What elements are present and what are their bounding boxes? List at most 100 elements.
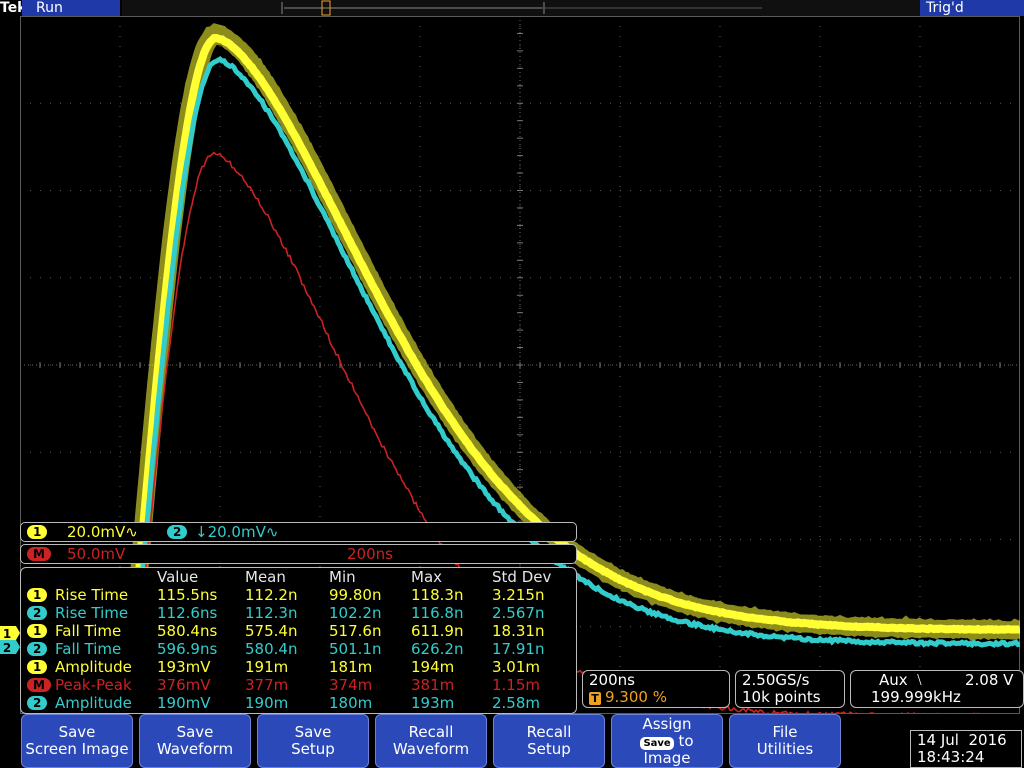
date-time-display: 14 Jul 2016 18:43:24 [910,730,1022,768]
save-screen-image-button[interactable]: Save Screen Image [21,714,133,768]
trigger-status-label: Trig'd [926,0,964,16]
measurement-min: 99.80n [329,586,381,604]
measurement-source-chip: 1 [27,624,47,638]
measurement-name: Amplitude [55,694,132,712]
file-utilities-line2: Utilities [757,741,813,758]
assign-line2: Save to [640,733,693,750]
measurement-max: 116.8n [411,604,463,622]
measurement-name: Fall Time [55,622,121,640]
ch2-scale[interactable]: ↓20.0mV∿ [195,523,278,541]
measurement-mean: 191m [245,658,288,676]
trigger-frequency: 199.999kHz [871,689,961,706]
ch1-ground-label: 1 [3,627,11,641]
measurement-max: 381m [411,676,454,694]
recall-setup-button[interactable]: Recall Setup [493,714,605,768]
assign-to-label: to [678,732,693,750]
measurement-source-chip: 2 [27,642,47,656]
measurement-max: 193m [411,694,454,712]
run-status-label: Run [36,0,63,16]
channel-scale-bar[interactable]: 1 20.0mV∿ 2 ↓20.0mV∿ [20,522,577,542]
trigger-level: 2.08 V [965,672,1013,689]
record-view-graphic [122,0,920,16]
measurement-std-dev: 3.215n [492,586,544,604]
trigger-position-value: 9.300 % [605,689,667,706]
date: 14 Jul 2016 [917,732,1007,749]
channel-ground-markers[interactable]: 1 2 [0,626,20,656]
trigger-position-chip: T [589,692,601,705]
measurement-std-dev: 1.15m [492,676,540,694]
math-scale-bar[interactable]: M 50.0mV 200ns [20,544,577,564]
save-screen-image-line2: Screen Image [25,741,128,758]
header-min: Min [329,568,356,586]
record-view-bar[interactable] [122,0,920,17]
measurement-std-dev: 17.91n [492,640,544,658]
save-waveform-line2: Waveform [157,741,233,758]
file-utilities-button[interactable]: File Utilities [729,714,841,768]
measurement-max: 626.2n [411,640,463,658]
assign-save-button[interactable]: Assign Save to Image [611,714,723,768]
measurement-std-dev: 3.01m [492,658,540,676]
measurement-mean: 575.4n [245,622,297,640]
save-waveform-button[interactable]: Save Waveform [139,714,251,768]
measurement-name: Rise Time [55,586,128,604]
header-max: Max [411,568,442,586]
measurement-source-chip: 1 [27,660,47,674]
measurement-mean: 190m [245,694,288,712]
assign-line3: Image [644,750,691,767]
acquisition-status[interactable]: 2.50GS/s 10k points [735,670,845,708]
measurement-mean: 580.4n [245,640,297,658]
horizontal-scale: 200ns [589,672,635,689]
measurement-mean: 377m [245,676,288,694]
measurement-value: 596.9ns [157,640,217,658]
measurement-max: 194m [411,658,454,676]
file-utilities-line1: File [772,724,797,741]
measurement-source-chip: 2 [27,696,47,710]
save-screen-image-line1: Save [59,724,96,741]
measurement-source-chip: M [27,678,51,692]
ch2-ground-label: 2 [3,641,11,655]
recall-setup-line1: Recall [527,724,572,741]
measurement-name: Fall Time [55,640,121,658]
record-length: 10k points [742,689,821,706]
math-time-scale[interactable]: 200ns [347,545,393,563]
measurement-name: Rise Time [55,604,128,622]
measurement-mean: 112.3n [245,604,297,622]
measurement-source-chip: 1 [27,588,47,602]
recall-waveform-line1: Recall [409,724,454,741]
measurement-value: 376mV [157,676,211,694]
save-setup-button[interactable]: Save Setup [257,714,369,768]
measurement-source-chip: 2 [27,606,47,620]
measurement-value: 115.5ns [157,586,217,604]
sample-rate: 2.50GS/s [742,672,809,689]
trigger-source: Aux [879,672,908,689]
trigger-status[interactable]: Aux ⧵ 2.08 V 199.999kHz [850,670,1024,708]
ch1-chip[interactable]: 1 [27,525,47,539]
measurement-std-dev: 2.567n [492,604,544,622]
recall-setup-line2: Setup [527,741,571,758]
header-value: Value [157,568,198,586]
measurement-max: 611.9n [411,622,463,640]
measurement-mean: 112.2n [245,586,297,604]
recall-waveform-line2: Waveform [393,741,469,758]
save-setup-line1: Save [295,724,332,741]
measurement-min: 180m [329,694,372,712]
ch2-chip[interactable]: 2 [167,525,187,539]
measurement-table[interactable]: Value Mean Min Max Std Dev 1 Rise Time 115… [20,567,577,714]
header-mean: Mean [245,568,286,586]
math-scale[interactable]: 50.0mV [67,545,125,563]
measurement-min: 102.2n [329,604,381,622]
assign-line1: Assign [642,716,691,733]
recall-waveform-button[interactable]: Recall Waveform [375,714,487,768]
measurement-std-dev: 2.58m [492,694,540,712]
measurement-value: 193mV [157,658,211,676]
horizontal-status[interactable]: 200ns T 9.300 % [582,670,730,708]
measurement-value: 580.4ns [157,622,217,640]
ch1-scale[interactable]: 20.0mV∿ [67,523,138,541]
time: 18:43:24 [917,749,984,766]
measurement-min: 501.1n [329,640,381,658]
math-chip[interactable]: M [27,547,51,561]
measurement-max: 118.3n [411,586,463,604]
measurement-value: 112.6ns [157,604,217,622]
measurement-min: 181m [329,658,372,676]
save-key-icon: Save [640,737,673,750]
